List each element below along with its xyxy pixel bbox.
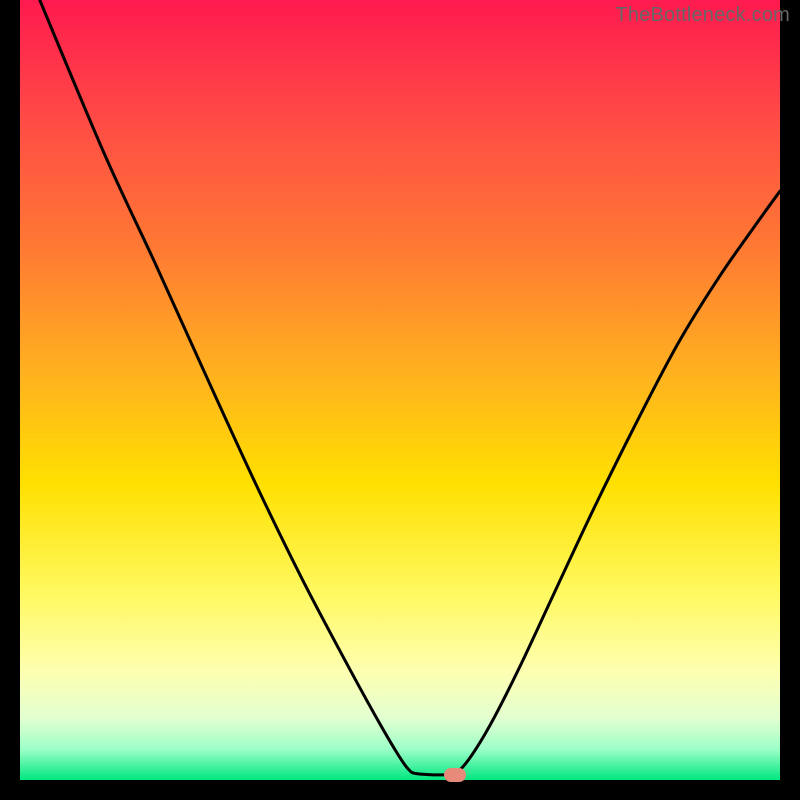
frame-bottom	[0, 780, 800, 800]
frame-left	[0, 0, 20, 800]
plot-area	[20, 0, 780, 780]
minimum-marker	[444, 768, 466, 782]
curve-svg	[20, 0, 780, 780]
frame-right	[780, 0, 800, 800]
curve-line	[40, 0, 780, 775]
watermark-text: TheBottleneck.com	[615, 4, 790, 27]
